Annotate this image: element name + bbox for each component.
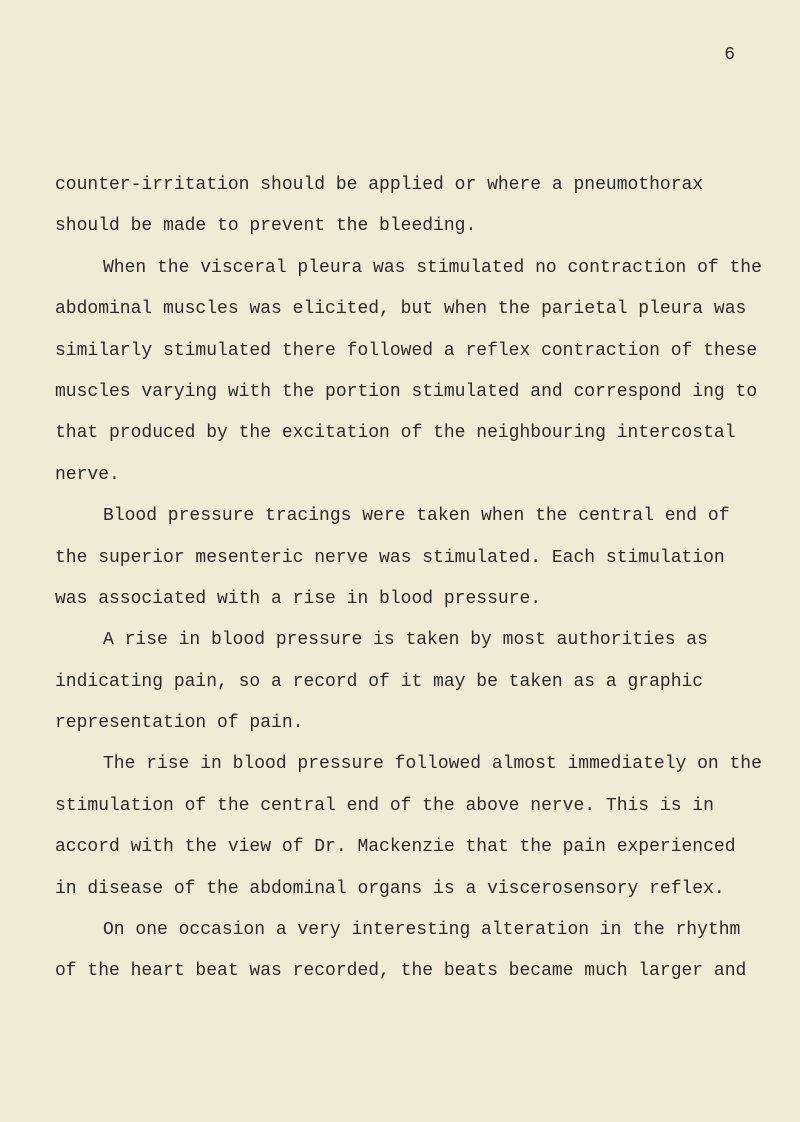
paragraph-1: counter-irritation should be applied or … <box>55 165 765 248</box>
document-content: counter-irritation should be applied or … <box>55 165 765 993</box>
paragraph-4: A rise in blood pressure is taken by mos… <box>55 620 765 744</box>
paragraph-6: On one occasion a very interesting alter… <box>55 910 765 993</box>
paragraph-3: Blood pressure tracings were taken when … <box>55 496 765 620</box>
paragraph-2: When the visceral pleura was stimulated … <box>55 248 765 496</box>
page-number: 6 <box>724 35 735 76</box>
paragraph-5: The rise in blood pressure followed almo… <box>55 744 765 910</box>
